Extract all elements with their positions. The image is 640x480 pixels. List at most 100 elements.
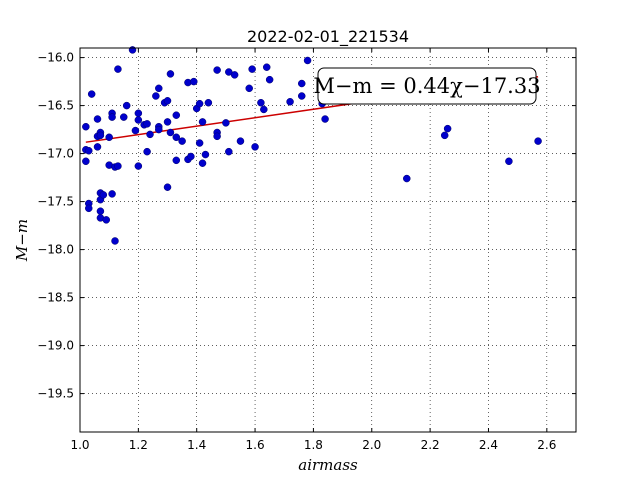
x-tick-label: 2.6: [537, 438, 556, 452]
y-tick-label: −16.5: [37, 99, 74, 113]
data-point: [152, 92, 160, 100]
data-point: [257, 98, 265, 107]
x-tick-label: 1.2: [129, 438, 148, 452]
data-point: [122, 101, 131, 110]
data-point: [146, 130, 154, 139]
chart-title: 2022-02-01_221534: [247, 27, 409, 47]
data-point: [172, 133, 181, 142]
data-point: [96, 131, 105, 140]
data-point: [163, 118, 172, 126]
data-point: [403, 174, 411, 183]
data-point: [248, 65, 256, 73]
data-point: [230, 71, 239, 79]
data-point: [172, 111, 181, 119]
data-point: [190, 77, 198, 86]
data-point: [128, 46, 137, 54]
data-point: [105, 133, 113, 142]
annotation-box: [317, 67, 537, 105]
data-point: [163, 97, 172, 105]
y-tick-label: −18.5: [37, 291, 74, 305]
y-tick-label: −17.0: [37, 147, 74, 161]
data-point: [265, 75, 274, 84]
data-point: [108, 190, 116, 198]
data-point: [443, 124, 452, 133]
data-point: [222, 119, 230, 127]
data-point: [120, 113, 128, 121]
x-tick-label: 2.0: [362, 438, 381, 452]
y-axis-label: M−m: [13, 219, 31, 262]
axis-ticks: [79, 48, 576, 432]
data-point: [236, 137, 245, 145]
data-point: [114, 162, 122, 170]
data-point: [172, 156, 181, 165]
data-point: [440, 131, 449, 140]
x-tick-labels: 1.0 1.2 1.4 1.6 1.8 2.0 2.2 2.4 2.6: [70, 438, 556, 452]
data-point: [93, 143, 102, 151]
data-point: [198, 159, 207, 167]
data-point: [155, 125, 163, 134]
x-axis-label: airmass: [298, 456, 358, 474]
data-point: [303, 56, 312, 65]
data-point: [195, 139, 204, 147]
data-point: [286, 98, 294, 106]
data-point: [213, 66, 221, 74]
data-point: [134, 116, 143, 124]
data-point: [321, 115, 329, 123]
y-tick-label: −18.0: [37, 243, 74, 257]
data-point: [505, 157, 513, 166]
data-point: [534, 137, 542, 145]
data-point: [297, 79, 306, 88]
data-point: [187, 152, 195, 161]
data-point: [155, 84, 163, 93]
data-point: [213, 132, 221, 141]
data-point: [195, 99, 204, 108]
data-point: [111, 237, 119, 245]
data-point: [245, 84, 253, 93]
data-point: [262, 63, 271, 71]
x-tick-label: 1.0: [70, 438, 89, 452]
data-point: [93, 115, 102, 123]
x-tick-label: 2.4: [479, 438, 498, 452]
y-tick-label: −19.5: [37, 387, 74, 401]
data-point: [166, 128, 175, 137]
data-point: [96, 207, 105, 215]
data-point: [114, 65, 122, 73]
data-points: [82, 46, 542, 245]
annotation-text: M−m = 0.44χ−17.33: [313, 74, 540, 98]
data-point: [82, 122, 90, 131]
data-point: [85, 146, 93, 155]
data-point: [143, 147, 151, 156]
data-point: [225, 147, 233, 156]
plot-frame: [79, 47, 577, 433]
x-tick-label: 1.6: [246, 438, 265, 452]
data-point: [260, 105, 268, 114]
data-point: [163, 183, 172, 191]
data-point: [131, 126, 140, 135]
data-point: [99, 191, 108, 199]
data-point: [178, 137, 186, 145]
data-point: [166, 70, 175, 78]
data-point: [198, 118, 207, 126]
x-tick-label: 1.4: [187, 438, 206, 452]
data-point: [108, 113, 116, 121]
data-point: [134, 109, 143, 118]
data-point: [82, 157, 90, 166]
y-tick-label: −19.0: [37, 339, 74, 353]
data-point: [251, 143, 259, 151]
data-point: [87, 90, 96, 98]
x-tick-label: 2.2: [421, 438, 440, 452]
x-tick-label: 1.8: [304, 438, 323, 452]
data-point: [85, 204, 93, 213]
data-point: [143, 120, 151, 128]
data-point: [102, 216, 111, 224]
data-point: [201, 150, 210, 159]
fit-annotation: M−m = 0.44χ−17.33: [313, 67, 541, 105]
data-point: [297, 92, 306, 100]
y-tick-label: −17.5: [37, 195, 74, 209]
y-tick-labels: −16.0 −16.5 −17.0 −17.5 −18.0 −18.5 −19.0 −19.5: [37, 51, 74, 401]
data-point: [204, 98, 213, 107]
data-point: [134, 162, 143, 170]
y-tick-label: −16.0: [37, 51, 74, 65]
